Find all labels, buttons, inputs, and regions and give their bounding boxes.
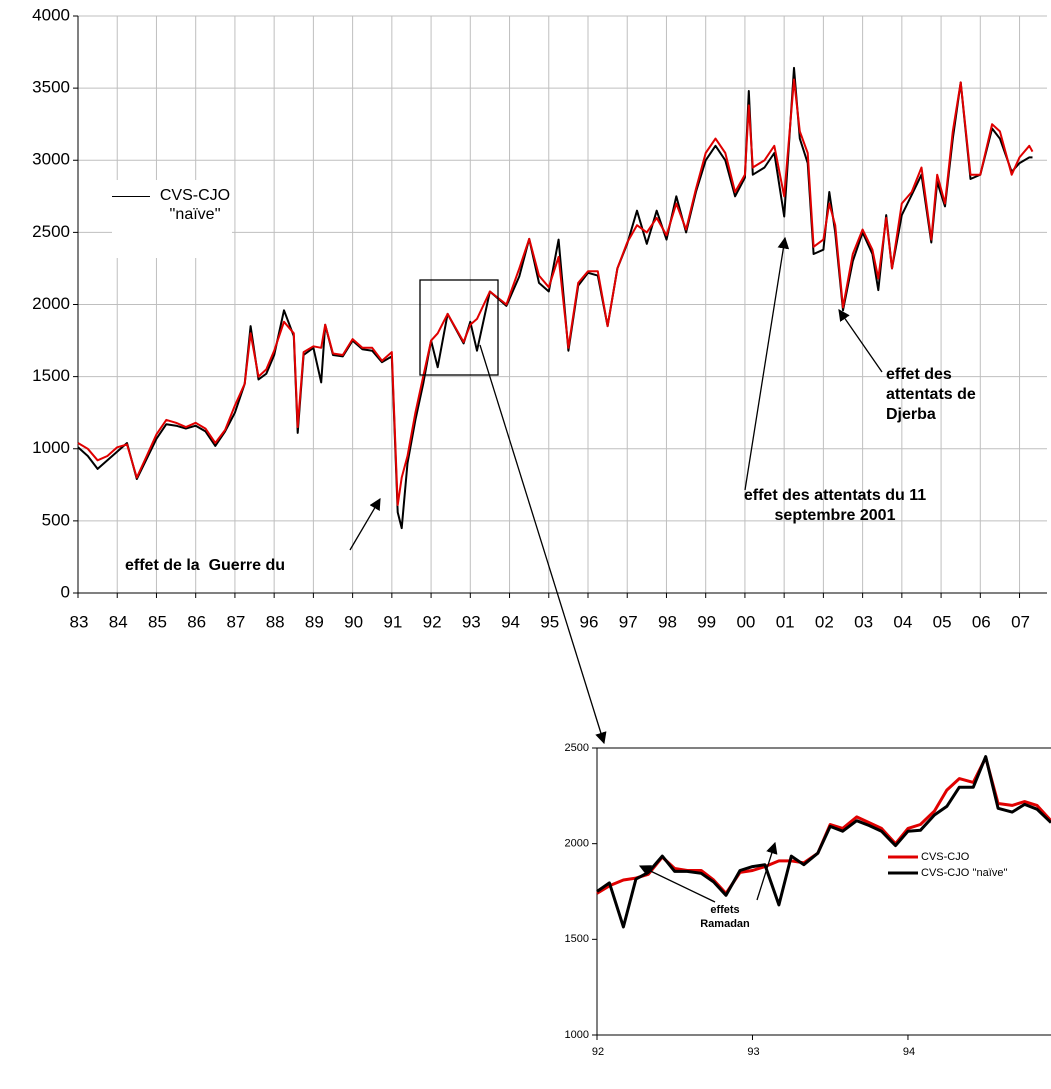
legend-swatch (112, 196, 150, 197)
x-tick-label: 85 (148, 612, 167, 631)
arrows (349, 236, 883, 903)
y-tick-label: 1000 (565, 1029, 589, 1041)
x-tick-label: 07 (1011, 612, 1030, 631)
x-tick-label: 93 (747, 1046, 759, 1058)
x-tick-label: 04 (893, 612, 912, 631)
x-tick-label: 01 (776, 612, 795, 631)
annotation: effet des attentats de Djerba (886, 366, 976, 423)
x-tick-label: 95 (540, 612, 559, 631)
zoom-box (419, 279, 499, 376)
x-tick-label: 84 (109, 612, 128, 631)
x-tick-label: 94 (501, 612, 520, 631)
legend: CVS-CJO ''naïve'' (112, 180, 232, 258)
y-tick-label: 2500 (565, 742, 589, 754)
x-tick-label: 86 (187, 612, 206, 631)
annotation: effets Ramadan (700, 904, 750, 930)
x-tick-label: 96 (580, 612, 599, 631)
y-tick-label: 3000 (32, 150, 70, 169)
series-line (77, 66, 1033, 530)
x-tick-label: 98 (658, 612, 677, 631)
y-tick-label: 1000 (32, 438, 70, 457)
arrow (349, 497, 381, 551)
x-tick-label: 89 (305, 612, 324, 631)
arrow (638, 865, 716, 903)
y-tick-label: 2500 (32, 222, 70, 241)
x-tick-label: 92 (423, 612, 442, 631)
x-tick-label: 02 (815, 612, 834, 631)
y-tick-label: 2000 (32, 294, 70, 313)
x-tick-label: 94 (903, 1046, 915, 1058)
legend-label: CVS-CJO ''naïve'' (921, 867, 1008, 879)
x-tick-label: 97 (619, 612, 638, 631)
y-tick-label: 3500 (32, 78, 70, 97)
y-tick-label: 0 (61, 582, 70, 601)
legend-label: CVS-CJO ''naïve'' (159, 187, 231, 224)
inset-chart: 1000 1500 2000 2500 92 93 94 CVS-CJO CVS-CJO ''n… (565, 742, 1051, 1058)
x-tick-label: 87 (226, 612, 245, 631)
series-line (77, 78, 1034, 506)
annotation: effet des attentats du 11 septembre 2001 (743, 487, 927, 524)
y-tick-label: 2000 (565, 838, 589, 850)
y-tick-label: 1500 (565, 933, 589, 945)
y-tick-label: 500 (42, 510, 70, 529)
x-tick-label: 88 (266, 612, 285, 631)
y-tick-label: 4000 (32, 5, 70, 24)
y-tick-label: 1500 (32, 366, 70, 385)
series-line (596, 755, 1051, 929)
x-tick-label: 90 (344, 612, 363, 631)
zoom-arrow (479, 344, 607, 745)
arrow (838, 309, 883, 373)
x-tick-label: 06 (972, 612, 991, 631)
x-tick-label: 93 (462, 612, 481, 631)
x-tick-label: 91 (383, 612, 402, 631)
x-tick-label: 99 (697, 612, 716, 631)
arrow (756, 841, 778, 901)
legend-label: CVS-CJO (921, 851, 970, 863)
x-tick-label: 03 (854, 612, 873, 631)
x-tick-label: 83 (70, 612, 89, 631)
annotation: effet de la Guerre du (125, 557, 286, 574)
x-tick-label: 05 (933, 612, 952, 631)
arrow (744, 236, 790, 491)
x-tick-label: 00 (736, 612, 755, 631)
x-tick-label: 92 (592, 1046, 604, 1058)
